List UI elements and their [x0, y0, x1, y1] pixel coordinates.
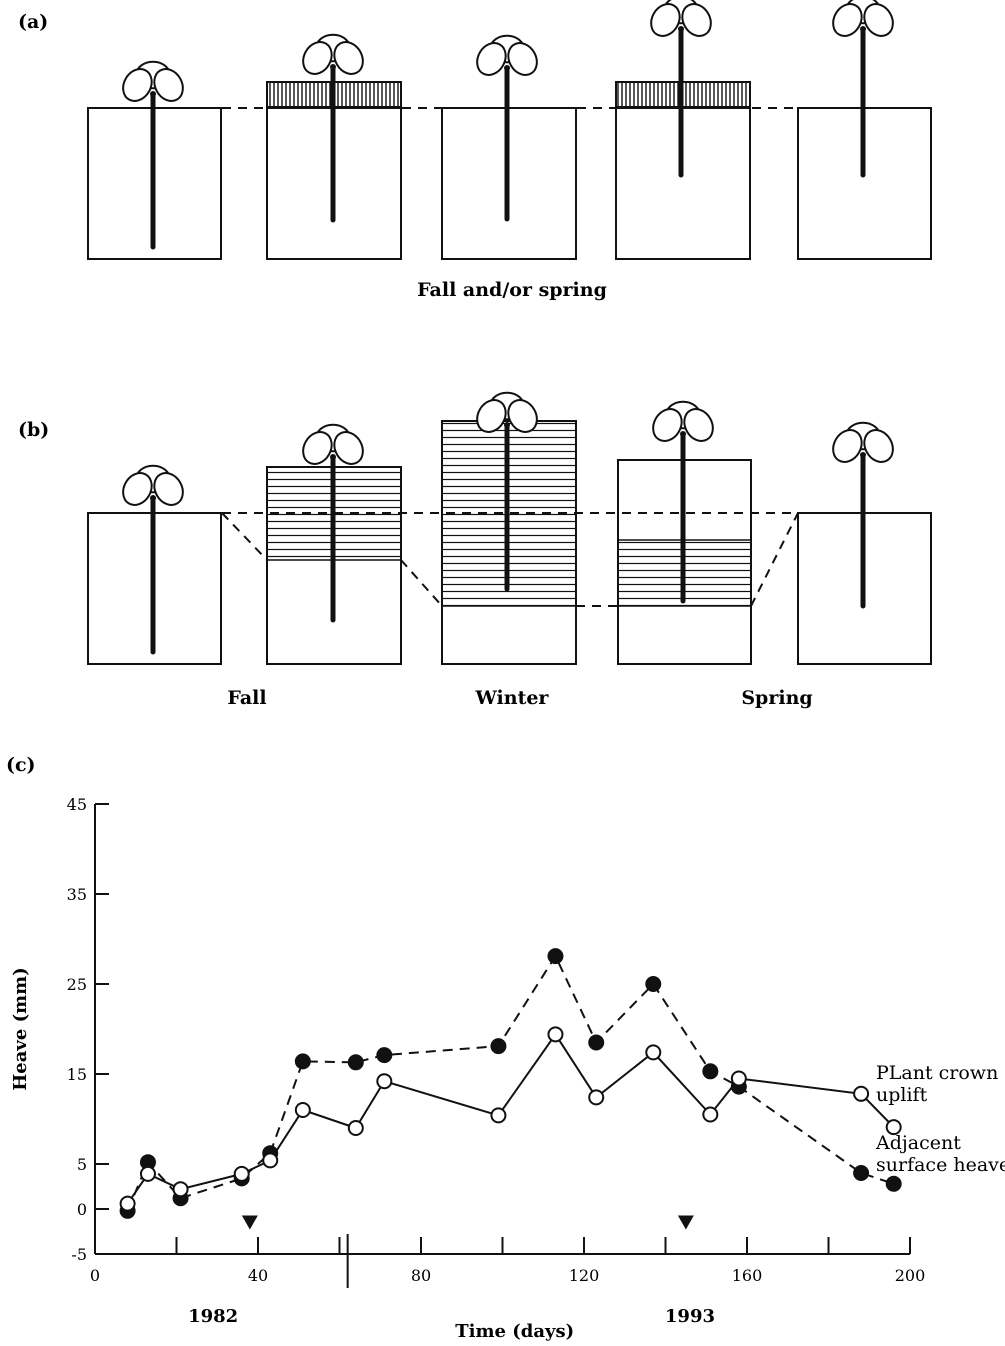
y-tick-label: 15: [67, 1065, 87, 1084]
y-tick-label: -5: [71, 1245, 87, 1264]
panel-c-label: (c): [6, 754, 36, 776]
plant-icon: [652, 400, 714, 604]
plant-icon: [832, 0, 894, 178]
data-point: [294, 1102, 311, 1118]
y-axis-title: Heave (mm): [10, 967, 31, 1090]
x-tick-label: 0: [90, 1266, 100, 1285]
data-point: [347, 1054, 364, 1071]
x-tick-label: 160: [732, 1266, 763, 1285]
data-point: [702, 1063, 719, 1080]
plant-icon: [122, 60, 184, 250]
data-point: [588, 1034, 605, 1051]
panel-b-caption-winter: Winter: [475, 687, 550, 709]
panel-b-label: (b): [18, 419, 49, 441]
event-marker: [241, 1215, 258, 1230]
panel-a-label: (a): [18, 11, 48, 33]
plant-icon: [476, 34, 538, 222]
data-point: [853, 1165, 870, 1181]
data-point: [376, 1073, 393, 1090]
y-tick-label: 25: [67, 975, 87, 994]
data-point: [853, 1085, 870, 1102]
y-tick-label: 45: [67, 795, 87, 814]
legend-surface-heave: Adjacent surface heave: [875, 1132, 1005, 1176]
data-point: [588, 1089, 605, 1106]
y-tick-label: 5: [77, 1155, 87, 1174]
y-tick-label: 0: [77, 1200, 87, 1219]
panel-a-caption: Fall and/or spring: [417, 279, 607, 301]
data-point: [262, 1152, 279, 1169]
series-crown-uplift: [119, 1026, 902, 1212]
year-label: 1982: [188, 1306, 238, 1327]
data-point: [233, 1165, 250, 1182]
data-point: [172, 1181, 189, 1198]
x-tick-label: 200: [895, 1266, 926, 1285]
plant-icon: [832, 421, 894, 609]
data-point: [294, 1053, 311, 1070]
plant-icon: [302, 33, 364, 223]
data-point: [347, 1120, 364, 1136]
data-point: [645, 976, 662, 992]
panel-a: (a) Fall and/or spring: [18, 0, 932, 301]
surface-reference-lines: [221, 512, 799, 607]
y-tick-label: 35: [67, 885, 87, 904]
panel-b-caption-fall: Fall: [227, 687, 266, 709]
plant-icon: [650, 0, 712, 178]
data-point: [490, 1107, 507, 1124]
panel-b-caption-spring: Spring: [741, 687, 812, 709]
data-point: [885, 1119, 902, 1136]
year-label: 1993: [665, 1306, 715, 1327]
x-tick-label: 80: [411, 1266, 431, 1285]
data-point: [547, 948, 564, 965]
data-point: [885, 1175, 902, 1192]
data-point: [376, 1047, 393, 1064]
panel-b: (b) Fall Winter Spring: [18, 391, 932, 709]
data-point: [490, 1038, 507, 1055]
x-tick-label: 40: [248, 1266, 268, 1285]
data-point: [645, 1044, 662, 1061]
plant-icon: [122, 464, 184, 655]
legend-crown-uplift: PLant crown uplift: [876, 1062, 998, 1106]
plant-icon: [476, 391, 538, 592]
series-line: [126, 1032, 895, 1205]
data-point: [702, 1106, 719, 1123]
data-point: [547, 1026, 564, 1043]
data-point: [119, 1195, 136, 1212]
event-marker: [677, 1215, 694, 1230]
soil-column: [441, 420, 577, 665]
x-tick-label: 120: [569, 1266, 600, 1285]
data-point: [139, 1165, 156, 1182]
series-line: [126, 954, 895, 1212]
data-point: [730, 1070, 747, 1087]
x-axis-title: Time (days): [455, 1321, 574, 1342]
plant-icon: [302, 423, 364, 623]
